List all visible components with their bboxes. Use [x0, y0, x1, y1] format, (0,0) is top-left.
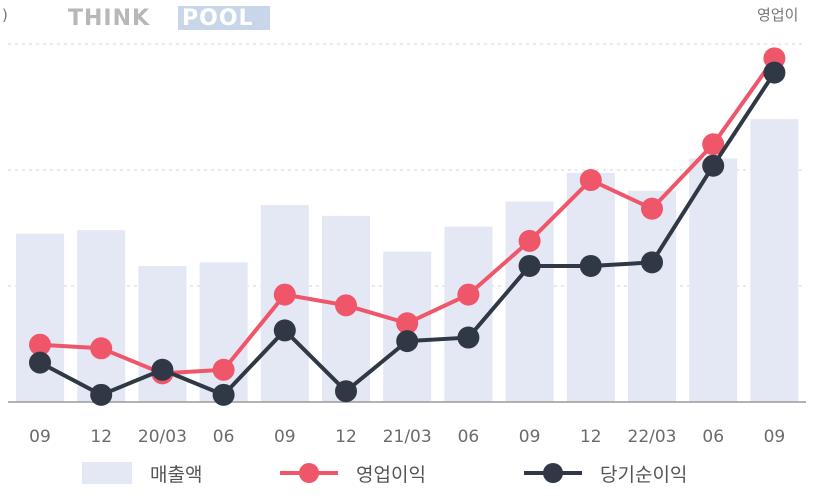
point-operating-9 — [579, 169, 602, 192]
x-tick-label-3: 06 — [213, 427, 235, 447]
point-operating-7 — [457, 283, 480, 306]
legend-label-operating: 영업이익 — [356, 464, 426, 486]
bar-revenue-0 — [16, 233, 64, 402]
point-net-10 — [641, 251, 663, 274]
point-operating-5 — [335, 294, 357, 317]
bar-revenue-3 — [199, 262, 248, 402]
point-net-6 — [396, 330, 419, 353]
point-operating-10 — [641, 197, 663, 220]
x-tick-label-2: 20/03 — [138, 427, 187, 447]
point-net-9 — [579, 254, 602, 277]
point-operating-0 — [29, 333, 51, 356]
point-net-4 — [273, 319, 296, 342]
point-operating-11 — [702, 133, 725, 156]
point-net-7 — [457, 326, 480, 349]
gridlines — [8, 43, 806, 287]
logo-text-think: THINK — [68, 6, 150, 31]
x-tick-label-0: 09 — [29, 427, 51, 447]
legend-label-net: 당기순이익 — [600, 464, 687, 486]
point-operating-8 — [518, 229, 541, 252]
point-net-5 — [335, 380, 357, 403]
point-net-0 — [29, 351, 51, 374]
logo-pool-box — [178, 6, 270, 30]
x-tick-label-5: 12 — [335, 427, 357, 447]
x-tick-label-6: 21/03 — [383, 427, 432, 447]
point-operating-6 — [396, 312, 419, 335]
point-net-1 — [90, 383, 113, 406]
point-net-8 — [518, 254, 541, 277]
watermark-logo: THINK POOL — [68, 6, 270, 31]
x-tick-label-1: 12 — [90, 427, 112, 447]
logo-text-pool: POOL — [182, 6, 254, 31]
point-net-11 — [702, 154, 725, 177]
right-axis-unit: 영업이 — [757, 6, 798, 24]
x-tick-label-8: 09 — [519, 427, 541, 447]
left-axis-unit: ) — [2, 6, 8, 24]
bar-revenue-10 — [628, 190, 676, 402]
bar-revenue-12 — [750, 119, 799, 403]
bar-revenue-11 — [689, 158, 738, 402]
bar-revenue-9 — [566, 172, 615, 402]
line-series — [29, 47, 786, 406]
point-net-2 — [151, 358, 174, 381]
x-tick-label-12: 09 — [764, 427, 786, 447]
point-net-3 — [212, 383, 235, 406]
bar-revenue-7 — [444, 226, 493, 402]
bar-revenue-1 — [77, 230, 126, 402]
point-operating-4 — [273, 283, 296, 306]
x-tick-label-9: 12 — [580, 427, 602, 447]
legend: 매출액 영업이익 당기순이익 — [82, 462, 687, 486]
x-axis-ticks: 09 12 20/03 06 09 12 21/03 06 09 12 22/03 06 09 — [29, 427, 785, 447]
point-operating-1 — [90, 337, 113, 360]
legend-swatch-net-dot — [543, 463, 563, 483]
x-tick-label-7: 06 — [458, 427, 480, 447]
point-net-12 — [763, 61, 786, 84]
x-tick-label-11: 06 — [702, 427, 724, 447]
legend-label-revenue: 매출액 — [150, 464, 202, 486]
legend-swatch-operating-dot — [299, 463, 319, 483]
x-tick-label-4: 09 — [274, 427, 296, 447]
point-operating-3 — [212, 358, 235, 381]
legend-swatch-revenue — [82, 462, 132, 484]
x-tick-label-10: 22/03 — [628, 427, 677, 447]
